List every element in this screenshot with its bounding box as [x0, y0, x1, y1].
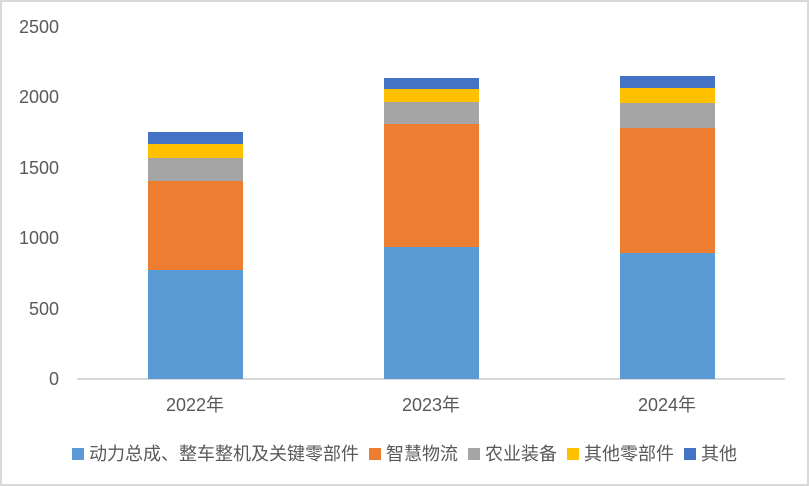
x-tick-label: 2023年: [401, 395, 461, 415]
bar-segment: [383, 124, 479, 248]
legend-label: 其他零部件: [584, 444, 674, 464]
bar-segment: [619, 128, 715, 253]
bar-segment: [147, 143, 243, 158]
bar-segment: [147, 157, 243, 182]
legend-label: 智慧物流: [386, 444, 458, 464]
legend-swatch-icon: [567, 448, 579, 460]
y-tick-label: 0: [48, 369, 59, 389]
bar-segment: [383, 247, 479, 379]
x-tick-label: 2024年: [637, 395, 697, 415]
bar-segment: [619, 76, 715, 89]
legend-label: 其他: [701, 444, 737, 464]
y-tick-label: 1000: [18, 228, 59, 249]
y-tick-label: 2500: [18, 17, 59, 37]
x-tick-label: 2022年: [165, 395, 225, 415]
legend-label: 动力总成、整车整机及关键零部件: [89, 444, 359, 464]
legend-swatch-icon: [72, 448, 84, 460]
bar-segment: [619, 88, 715, 104]
legend-item: 其他: [684, 443, 737, 465]
y-tick-label: 500: [28, 298, 59, 319]
legend-label: 农业装备: [485, 444, 557, 464]
legend: 动力总成、整车整机及关键零部件 智慧物流 农业装备 其他零部件 其他: [2, 443, 807, 465]
bar-segment: [147, 269, 243, 379]
legend-swatch-icon: [684, 448, 696, 460]
y-tick-label: 2000: [18, 87, 59, 108]
legend-item: 智慧物流: [369, 443, 458, 465]
legend-swatch-icon: [369, 448, 381, 460]
bar-segment: [383, 77, 479, 89]
bar-segment: [619, 252, 715, 379]
x-axis-line: [77, 378, 785, 380]
bar-segment: [383, 88, 479, 103]
bar-segment: [383, 102, 479, 125]
bar-segment: [147, 181, 243, 270]
legend-item: 农业装备: [468, 443, 557, 465]
legend-swatch-icon: [468, 448, 480, 460]
legend-item: 动力总成、整车整机及关键零部件: [72, 443, 359, 465]
bar-segment: [147, 131, 243, 144]
y-tick-label: 1500: [18, 157, 59, 178]
bar-segment: [619, 103, 715, 129]
legend-item: 其他零部件: [567, 443, 674, 465]
